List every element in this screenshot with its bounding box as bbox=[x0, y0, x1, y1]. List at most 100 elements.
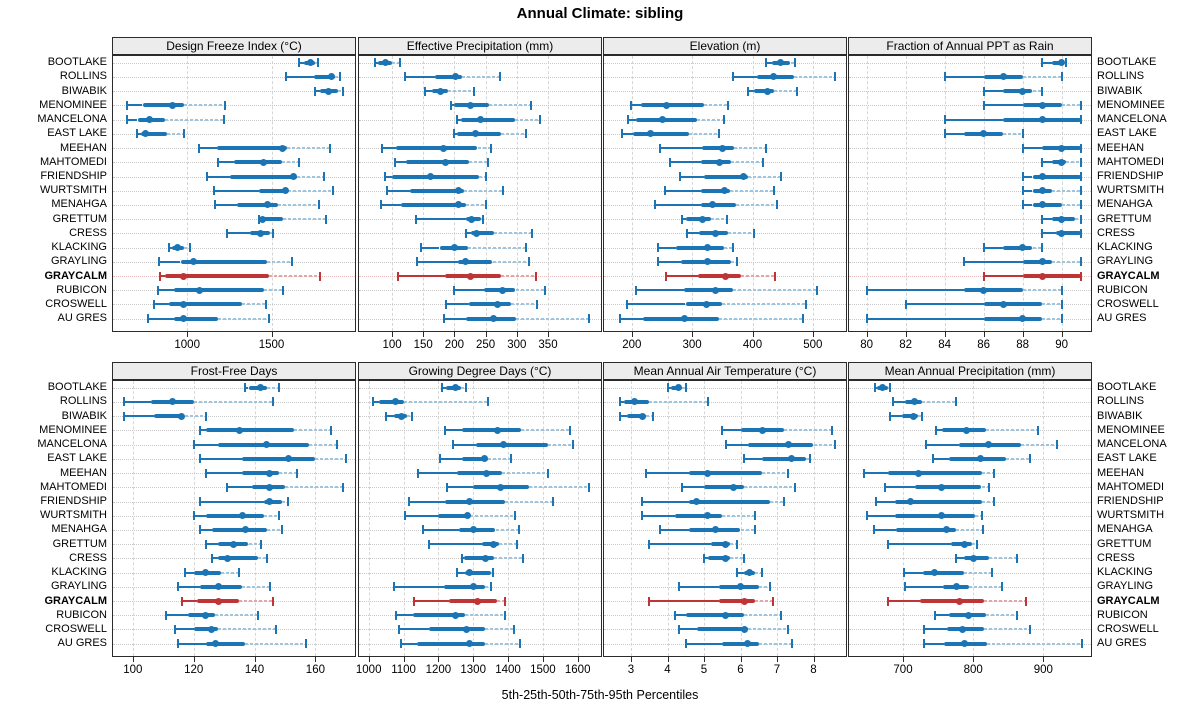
whisker-upper-segment bbox=[266, 386, 279, 389]
whisker-upper-segment bbox=[1052, 189, 1082, 192]
site-label-right: ROLLINS bbox=[1097, 395, 1145, 408]
whisker-upper-segment bbox=[221, 571, 240, 574]
whisker-upper-segment bbox=[248, 543, 261, 546]
whisker-lower-segment bbox=[678, 585, 719, 588]
median-dot bbox=[1058, 215, 1066, 223]
interquartile-bar bbox=[1055, 231, 1082, 236]
whisker-lower-segment bbox=[924, 628, 948, 631]
interquartile-bar bbox=[405, 160, 469, 165]
interquartile-bar bbox=[435, 74, 462, 79]
whisker-cap bbox=[546, 468, 549, 478]
whisker-cap bbox=[503, 610, 506, 620]
whisker-lower-segment bbox=[123, 400, 152, 403]
x-tick-label: 1100 bbox=[391, 664, 416, 676]
median-dot bbox=[709, 201, 717, 209]
interquartile-bar bbox=[140, 131, 167, 136]
whisker-cap bbox=[472, 86, 475, 96]
interquartile-bar bbox=[701, 188, 731, 193]
whisker-upper-segment bbox=[1006, 457, 1030, 460]
whisker-upper-segment bbox=[758, 642, 792, 645]
whisker-upper-segment bbox=[730, 161, 764, 164]
whisker-lower-segment bbox=[405, 75, 436, 78]
whisker-cap bbox=[397, 624, 400, 634]
whisker-lower-segment bbox=[127, 104, 143, 107]
site-label-right: RUBICON bbox=[1097, 283, 1148, 296]
interquartile-bar bbox=[697, 274, 741, 278]
whisker-cap bbox=[796, 86, 799, 96]
whisker-lower-segment bbox=[626, 303, 686, 306]
whisker-lower-segment bbox=[722, 429, 741, 432]
whisker-cap bbox=[982, 271, 985, 281]
whisker-lower-segment bbox=[215, 203, 237, 206]
whisker-cap bbox=[399, 639, 402, 649]
panel-strip: Growing Degree Days (°C) bbox=[358, 362, 602, 380]
whisker-upper-segment bbox=[1032, 90, 1043, 93]
x-tick-label: 200 bbox=[444, 339, 464, 351]
whisker-cap bbox=[765, 58, 768, 68]
median-dot bbox=[647, 130, 654, 138]
interquartile-bar bbox=[895, 499, 983, 504]
interquartile-bar bbox=[392, 174, 479, 179]
whisker-cap bbox=[680, 214, 683, 224]
site-label-left: AU GRES bbox=[57, 637, 107, 650]
whisker-cap bbox=[1064, 58, 1067, 68]
whisker-cap bbox=[226, 482, 229, 492]
whisker-cap bbox=[198, 497, 201, 506]
whisker-upper-segment bbox=[710, 218, 727, 221]
whisker-cap bbox=[502, 186, 505, 196]
whisker-lower-segment bbox=[933, 457, 950, 460]
whisker-upper-segment bbox=[266, 528, 282, 531]
whisker-upper-segment bbox=[758, 585, 770, 588]
gridline bbox=[315, 381, 317, 656]
whisker-upper-segment bbox=[955, 528, 983, 531]
whisker-cap bbox=[943, 129, 946, 139]
whisker-lower-segment bbox=[394, 161, 406, 164]
median-dot bbox=[769, 73, 777, 81]
median-dot bbox=[722, 611, 730, 619]
median-dot bbox=[178, 412, 185, 420]
median-dot bbox=[718, 144, 726, 152]
median-dot bbox=[931, 569, 939, 577]
whisker-cap bbox=[804, 299, 807, 309]
whisker-cap bbox=[735, 539, 738, 549]
whisker-lower-segment bbox=[1022, 189, 1033, 192]
whisker-upper-segment bbox=[490, 571, 493, 574]
whisker-cap bbox=[322, 172, 325, 181]
whisker-upper-segment bbox=[722, 303, 806, 306]
whisker-cap bbox=[316, 58, 319, 68]
row-reference-line bbox=[359, 416, 601, 418]
whisker-cap bbox=[298, 58, 301, 68]
site-label-left: RUBICON bbox=[56, 608, 107, 621]
site-label-left: MENOMINEE bbox=[39, 98, 107, 111]
whisker-cap bbox=[703, 553, 705, 563]
whisker-cap bbox=[531, 228, 534, 238]
whisker-lower-segment bbox=[214, 189, 259, 192]
whisker-cap bbox=[482, 214, 485, 224]
whisker-upper-segment bbox=[338, 90, 344, 93]
x-tick bbox=[454, 332, 456, 337]
x-tick bbox=[813, 657, 815, 662]
whisker-cap bbox=[1060, 72, 1063, 82]
whisker-upper-segment bbox=[218, 317, 269, 320]
whisker-lower-segment bbox=[405, 514, 439, 517]
whisker-lower-segment bbox=[178, 642, 206, 645]
whisker-upper-segment bbox=[1032, 246, 1043, 249]
x-tick bbox=[187, 332, 189, 337]
whisker-cap bbox=[517, 525, 520, 535]
whisker-lower-segment bbox=[206, 175, 231, 178]
gridline bbox=[508, 381, 509, 656]
whisker-cap bbox=[684, 639, 687, 649]
site-label-right: GRETTUM bbox=[1097, 212, 1152, 225]
whisker-cap bbox=[213, 186, 216, 196]
gridline bbox=[403, 381, 405, 656]
site-label-left: MANCELONA bbox=[37, 113, 107, 126]
whisker-cap bbox=[244, 383, 247, 393]
whisker-upper-segment bbox=[193, 400, 273, 403]
whisker-lower-segment bbox=[193, 443, 219, 446]
interquartile-bar bbox=[462, 428, 522, 433]
whisker-cap bbox=[490, 582, 493, 592]
site-label-right: EAST LAKE bbox=[1097, 452, 1157, 465]
gridline bbox=[516, 56, 518, 331]
row-reference-line bbox=[849, 219, 1091, 221]
site-label-left: WURTSMITH bbox=[39, 509, 107, 522]
